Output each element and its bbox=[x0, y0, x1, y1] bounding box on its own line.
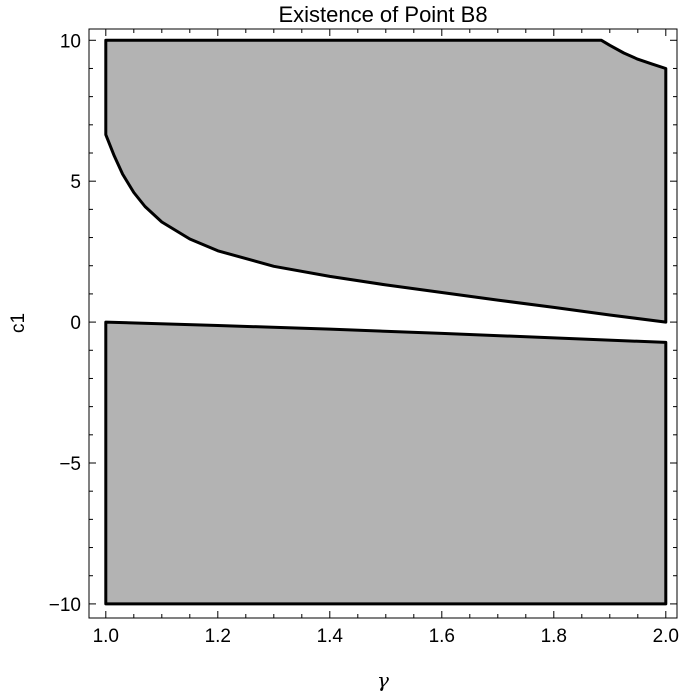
x-tick-label: 1.8 bbox=[541, 626, 567, 647]
y-tick-label: 0 bbox=[70, 313, 81, 334]
y-tick-label: −10 bbox=[49, 595, 81, 616]
axis-ticks: 1.0 1.2 1.4 1.6 1.8 2.0 −10 −5 0 5 10 bbox=[49, 29, 679, 647]
chart-title: Existence of Point B8 bbox=[278, 2, 487, 27]
plot-frame bbox=[88, 28, 678, 619]
region-2 bbox=[104, 320, 668, 606]
y-axis-label: c1 bbox=[8, 313, 29, 333]
x-tick-label: 2.0 bbox=[653, 626, 679, 647]
y-tick-label: 5 bbox=[70, 172, 81, 193]
x-tick-label: 1.6 bbox=[429, 626, 455, 647]
plot-regions bbox=[104, 38, 668, 606]
x-tick-label: 1.4 bbox=[317, 626, 344, 647]
y-tick-label: 10 bbox=[60, 31, 81, 52]
y-tick-label: −5 bbox=[59, 454, 81, 475]
region-1 bbox=[104, 38, 668, 324]
x-tick-label: 1.2 bbox=[205, 626, 231, 647]
x-tick-label: 1.0 bbox=[93, 626, 119, 647]
x-axis-label: γ bbox=[377, 668, 389, 692]
